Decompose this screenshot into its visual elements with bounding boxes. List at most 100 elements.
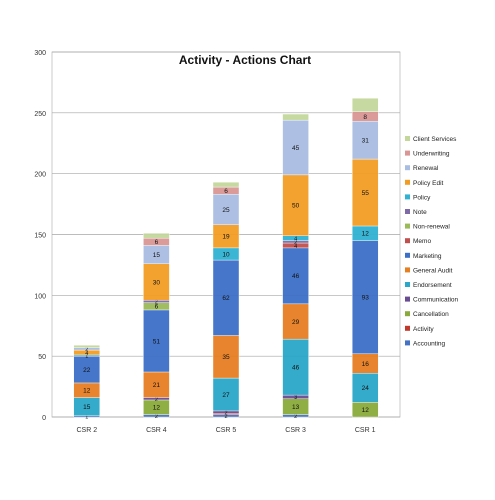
data-label: 2 bbox=[224, 410, 227, 416]
data-label: 4 bbox=[294, 244, 297, 250]
data-label: 31 bbox=[362, 138, 370, 145]
legend-label: Non-renewal bbox=[413, 224, 450, 231]
data-label: 4 bbox=[294, 236, 297, 242]
legend-label: Marketing bbox=[413, 253, 442, 260]
legend-label: Memo bbox=[413, 238, 431, 245]
data-label: 25 bbox=[222, 207, 230, 214]
legend-swatch bbox=[405, 296, 410, 302]
data-label: 16 bbox=[362, 361, 370, 368]
legend-label: Communication bbox=[413, 297, 459, 304]
legend-label: General Audit bbox=[413, 267, 453, 274]
data-label: 8 bbox=[363, 114, 367, 121]
legend-swatch bbox=[405, 194, 410, 200]
legend: Client Services Underwriting Renewal Policy… bbox=[405, 136, 459, 347]
bar-segment bbox=[212, 181, 240, 188]
data-label: 30 bbox=[153, 279, 161, 286]
data-label: 22 bbox=[83, 367, 91, 374]
data-label: 62 bbox=[222, 295, 230, 302]
bar-segment bbox=[352, 373, 379, 403]
data-label: 46 bbox=[292, 273, 300, 280]
legend-swatch bbox=[405, 325, 410, 331]
bar-segment bbox=[73, 355, 101, 384]
legend-swatch bbox=[405, 267, 410, 273]
bar-segment bbox=[352, 121, 379, 160]
data-label: 35 bbox=[222, 354, 230, 361]
bar-segment bbox=[212, 377, 240, 412]
y-tick-label: 200 bbox=[34, 172, 46, 179]
y-tick-label: 0 bbox=[42, 415, 46, 422]
data-label: 19 bbox=[222, 234, 230, 241]
data-label: 55 bbox=[362, 190, 370, 197]
legend-swatch bbox=[405, 136, 410, 141]
x-tick-label: CSR 1 bbox=[355, 427, 376, 434]
bar-segment bbox=[282, 119, 309, 176]
legend-label: Policy Edit bbox=[413, 180, 444, 187]
y-tick-label: 150 bbox=[34, 233, 46, 240]
data-label: 45 bbox=[292, 145, 300, 152]
legend-swatch bbox=[405, 179, 410, 185]
legend-label: Endorsement bbox=[413, 282, 452, 289]
legend-swatch bbox=[405, 223, 410, 229]
bar-segment bbox=[352, 98, 379, 112]
x-tick-label: CSR 5 bbox=[216, 427, 237, 434]
data-label: 6 bbox=[155, 304, 159, 311]
data-label: 6 bbox=[155, 239, 159, 246]
y-tick-label: 100 bbox=[34, 293, 46, 300]
y-tick-label: 300 bbox=[34, 50, 46, 57]
chart-title: Activity - Actions Chart bbox=[179, 53, 311, 67]
data-label: 6 bbox=[224, 188, 228, 195]
legend-label: Note bbox=[413, 209, 427, 216]
legend-swatch bbox=[405, 252, 410, 258]
data-label: 1 bbox=[85, 415, 88, 421]
legend-label: Policy bbox=[413, 194, 431, 201]
bar-segment bbox=[282, 113, 309, 121]
y-tick-label: 250 bbox=[34, 111, 46, 118]
data-label: 2 bbox=[85, 347, 88, 353]
data-label: 46 bbox=[292, 364, 300, 371]
data-label: 4 bbox=[85, 351, 88, 357]
data-label: 50 bbox=[292, 203, 300, 210]
legend-label: Accounting bbox=[413, 340, 446, 347]
data-label: 3 bbox=[294, 395, 297, 401]
data-label: 2 bbox=[155, 397, 158, 403]
data-label: 2 bbox=[155, 300, 158, 306]
legend-swatch bbox=[405, 311, 410, 317]
legend-swatch bbox=[405, 209, 410, 214]
legend-swatch bbox=[405, 238, 410, 244]
bars-group: 1151222142212221516230156222735621019256… bbox=[73, 98, 379, 421]
data-label: 51 bbox=[153, 338, 161, 345]
legend-swatch bbox=[405, 282, 410, 287]
legend-label: Cancellation bbox=[413, 311, 449, 318]
legend-swatch bbox=[405, 340, 410, 346]
data-label: 93 bbox=[362, 294, 370, 301]
legend-label: Activity bbox=[413, 326, 434, 333]
data-label: 15 bbox=[83, 404, 91, 411]
bar-segment bbox=[352, 158, 379, 227]
data-label: 2 bbox=[224, 414, 227, 420]
bar-segment bbox=[212, 335, 240, 379]
data-label: 27 bbox=[222, 392, 230, 399]
bar-segment bbox=[73, 345, 101, 348]
bar-segment bbox=[352, 240, 379, 354]
data-label: 24 bbox=[362, 385, 370, 392]
legend-label: Underwriting bbox=[413, 151, 450, 158]
bar-segment bbox=[282, 338, 309, 396]
data-label: 2 bbox=[155, 414, 158, 420]
legend-swatch bbox=[405, 150, 410, 156]
data-label: 2 bbox=[294, 240, 297, 246]
data-label: 12 bbox=[153, 405, 161, 412]
data-label: 13 bbox=[292, 404, 300, 411]
data-label: 15 bbox=[153, 252, 161, 259]
bar-segment bbox=[212, 194, 240, 225]
bar-segment bbox=[212, 259, 240, 336]
x-tick-label: CSR 3 bbox=[285, 427, 306, 434]
data-label: 1 bbox=[85, 354, 88, 360]
x-tick-label: CSR 2 bbox=[76, 427, 97, 434]
x-axis: CSR 2 CSR 4 CSR 5 CSR 3 CSR 1 bbox=[76, 427, 375, 434]
bar-segment bbox=[143, 233, 170, 239]
x-tick-label: CSR 4 bbox=[146, 427, 167, 434]
data-label: 12 bbox=[83, 388, 91, 395]
